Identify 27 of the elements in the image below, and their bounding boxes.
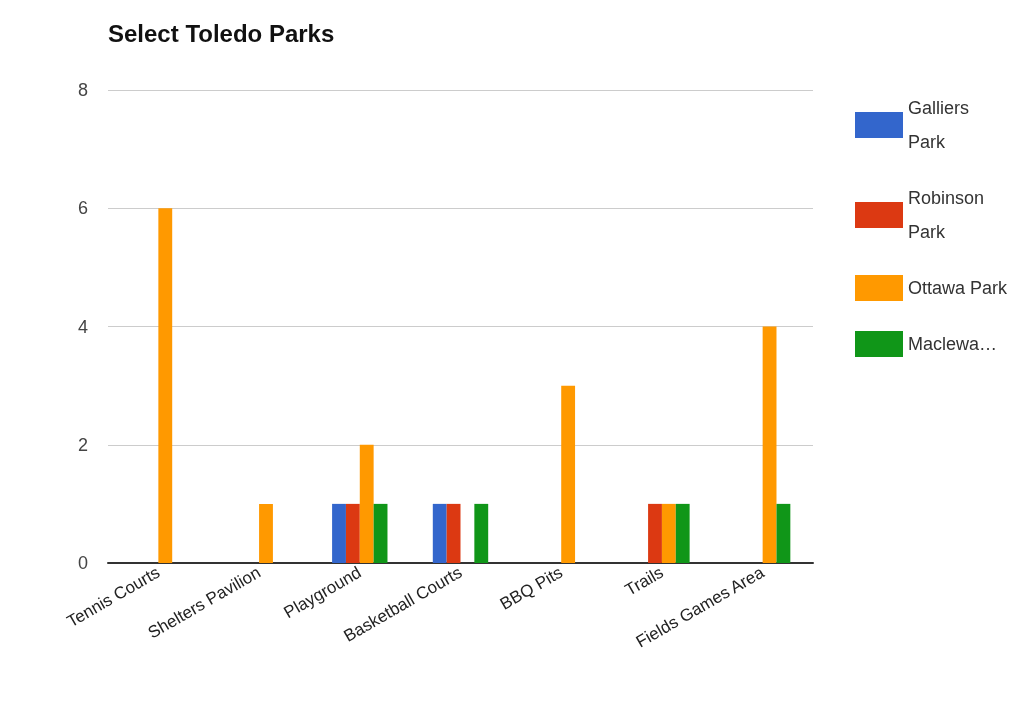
- y-tick-label: 4: [77, 316, 88, 337]
- bar: [446, 503, 461, 563]
- bar: [776, 503, 791, 563]
- bar: [661, 503, 676, 563]
- bar: [332, 503, 346, 563]
- bar: [359, 444, 374, 563]
- bar: [474, 503, 489, 563]
- bar: [675, 503, 690, 563]
- legend-label: Maclewa…: [908, 334, 998, 354]
- x-tick-label: Trails: [621, 562, 667, 600]
- x-tick-label: BBQ Pits: [496, 562, 566, 614]
- bar: [158, 208, 173, 563]
- bar: [259, 503, 273, 563]
- legend-label: Robinson Park: [908, 188, 990, 242]
- bar: [762, 326, 777, 563]
- bar: [345, 503, 360, 563]
- bar: [561, 385, 576, 563]
- y-tick-label: 8: [77, 80, 88, 100]
- chart-title: Select Toledo Parks: [108, 19, 335, 47]
- bar: [432, 503, 447, 563]
- y-tick-label: 6: [77, 198, 88, 219]
- y-tick-label: 2: [77, 434, 88, 455]
- legend-label: Galliers Park: [908, 98, 975, 152]
- bar: [373, 503, 388, 563]
- y-tick-label: 0: [77, 553, 88, 573]
- bar: [648, 503, 662, 563]
- legend-label: Ottawa Park: [908, 278, 1009, 298]
